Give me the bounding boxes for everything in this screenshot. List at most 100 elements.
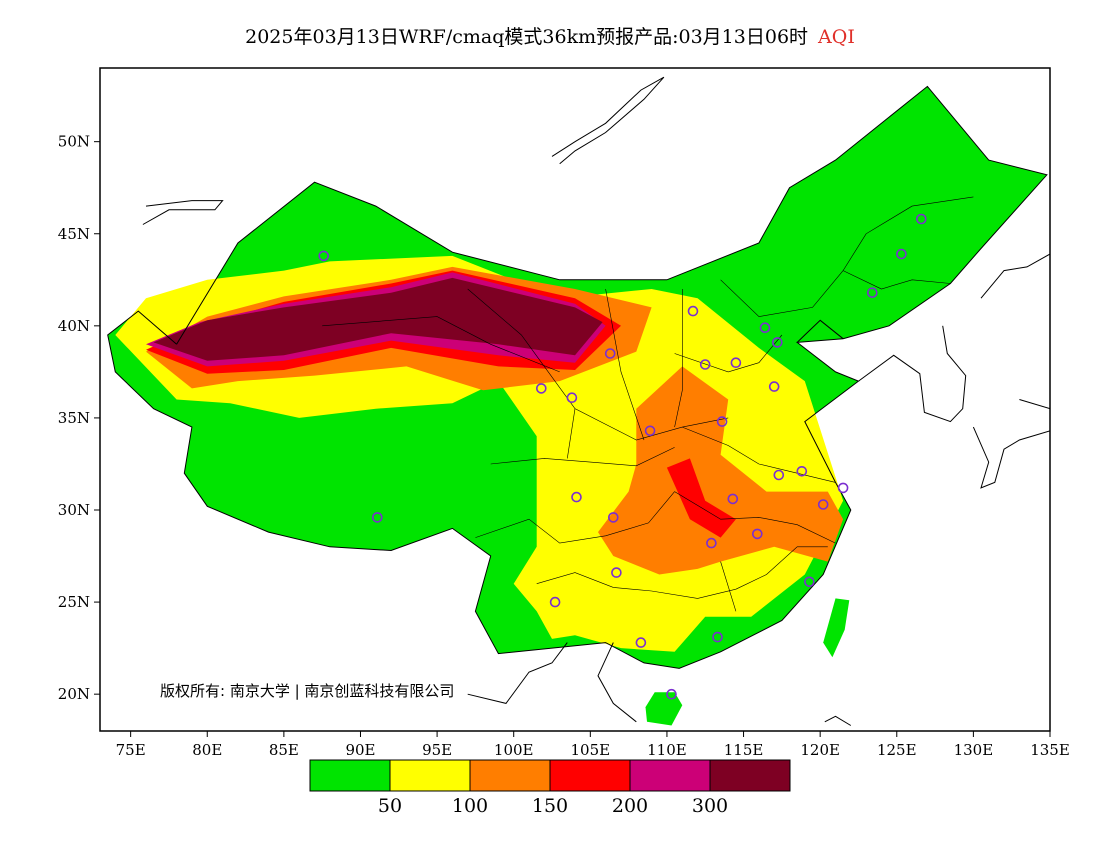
city-marker-guiyang: [611, 567, 622, 578]
coastline: [796, 319, 844, 343]
lon-tick-label: 115E: [724, 741, 764, 759]
province-border: [720, 561, 737, 612]
legend-swatch-good: [309, 759, 391, 792]
legend-break-label: 50: [378, 795, 402, 817]
province-border: [322, 316, 560, 373]
province-border: [536, 572, 736, 599]
city-marker-tianjin: [771, 337, 783, 348]
longitude-axis: 75E 80E 85E 90E 95E 100E 105E 110E 115E 120E 125E 1…: [116, 731, 1070, 759]
title-text: 2025年03月13日WRF/cmaq模式36km预报产品:03月13日06时: [245, 26, 809, 48]
lon-tick-label: 95E: [422, 741, 452, 759]
latitude-axis: 50N 45N 40N 35N 30N 25N 20N: [58, 133, 100, 703]
lat-tick-label: 40N: [58, 317, 90, 335]
coastline: [858, 325, 967, 423]
lon-tick-label: 80E: [192, 741, 222, 759]
aqi-region-good-2: [823, 598, 850, 658]
lon-tick-label: 110E: [647, 741, 687, 759]
copyright-text: 版权所有: 南京大学 | 南京创蓝科技有限公司: [160, 682, 454, 700]
province-border: [567, 408, 576, 459]
city-marker-taiyuan: [699, 359, 711, 370]
variable-label: AQI: [818, 26, 855, 48]
lat-tick-label: 20N: [58, 685, 90, 703]
aqi-region-hazardous-9: [153, 277, 603, 361]
lat-tick-label: 25N: [58, 593, 90, 611]
city-marker-harbin: [915, 213, 927, 225]
legend-swatch-very-unhealthy: [629, 759, 711, 792]
lat-tick-label: 35N: [58, 409, 90, 427]
city-marker-shanghai: [837, 482, 849, 494]
coastline: [824, 715, 852, 726]
coastline: [980, 253, 1050, 299]
city-marker-haikou: [666, 688, 677, 700]
city-marker-yinchuan: [604, 348, 616, 359]
city-marker-beijing: [759, 322, 771, 334]
legend-break-label: 100: [452, 795, 488, 817]
map-frame: [99, 67, 1051, 732]
coastline: [467, 642, 568, 704]
city-marker-xining: [535, 383, 547, 394]
province-border: [475, 491, 675, 544]
city-marker-changchun: [896, 248, 907, 260]
city-marker-urumqi: [318, 250, 330, 262]
lon-tick-label: 85E: [269, 741, 299, 759]
lat-tick-label: 30N: [58, 501, 90, 519]
coastline-layer: [142, 76, 1050, 726]
lon-tick-label: 120E: [800, 741, 840, 759]
city-marker-chengdu: [571, 491, 582, 503]
lon-tick-label: 135E: [1030, 741, 1070, 759]
city-marker-changsha: [706, 537, 717, 549]
legend-swatch-moderate: [389, 759, 471, 792]
province-border: [467, 288, 729, 441]
city-marker-lhasa: [371, 512, 383, 523]
lon-tick-label: 125E: [877, 741, 917, 759]
legend-break-label: 300: [692, 795, 728, 817]
coastline: [551, 76, 665, 165]
lon-tick-label: 100E: [494, 741, 534, 759]
city-marker-guangzhou: [712, 631, 723, 643]
lat-tick-label: 45N: [58, 225, 90, 243]
province-border: [490, 447, 675, 467]
city-marker-hangzhou: [817, 499, 829, 510]
province-border: [605, 288, 645, 441]
aqi-region-unhealthy-sensitive-5: [598, 366, 844, 575]
coastline: [1019, 399, 1050, 410]
province-border: [674, 491, 836, 544]
coastline: [597, 642, 637, 723]
city-marker-fuzhou: [804, 576, 815, 588]
aqi-legend: 50 100 150 200 300: [309, 759, 791, 817]
city-marker-nanchang: [751, 528, 763, 540]
legend-swatch-hazardous: [709, 759, 791, 792]
coastline: [142, 200, 224, 225]
province-border: [682, 426, 836, 483]
lat-tick-label: 50N: [58, 133, 90, 151]
aqi-region-layer: [107, 86, 1047, 726]
city-marker-layer: [318, 213, 927, 700]
legend-break-label: 150: [532, 795, 568, 817]
city-marker-nanning: [635, 637, 647, 648]
city-marker-xian: [644, 425, 656, 437]
city-marker-shijiazhuang: [730, 357, 742, 369]
lon-tick-label: 75E: [116, 741, 146, 759]
map-title: 2025年03月13日WRF/cmaq模式36km预报产品:03月13日06时 A…: [0, 22, 1100, 49]
city-marker-kunming: [549, 596, 561, 608]
legend-swatch-unhealthy: [549, 759, 631, 792]
aqi-region-good-1: [645, 692, 683, 726]
lon-tick-label: 105E: [571, 741, 611, 759]
legend-break-label: 200: [612, 795, 648, 817]
city-marker-chongqing: [607, 512, 619, 523]
legend-swatch-unhealthy-sensitive: [469, 759, 551, 792]
city-marker-nanjing: [796, 465, 808, 477]
province-border: [674, 289, 683, 428]
city-marker-zhengzhou: [716, 416, 728, 427]
city-marker-jinan: [768, 381, 780, 392]
province-border: [842, 270, 951, 290]
city-marker-hefei: [773, 469, 785, 481]
city-marker-wuhan: [727, 493, 739, 505]
lon-tick-label: 130E: [954, 741, 994, 759]
city-marker-lanzhou: [566, 392, 578, 404]
coastline: [972, 426, 1050, 489]
city-marker-shenyang: [866, 287, 878, 299]
lon-tick-label: 90E: [345, 741, 375, 759]
national-border: [107, 85, 1048, 669]
